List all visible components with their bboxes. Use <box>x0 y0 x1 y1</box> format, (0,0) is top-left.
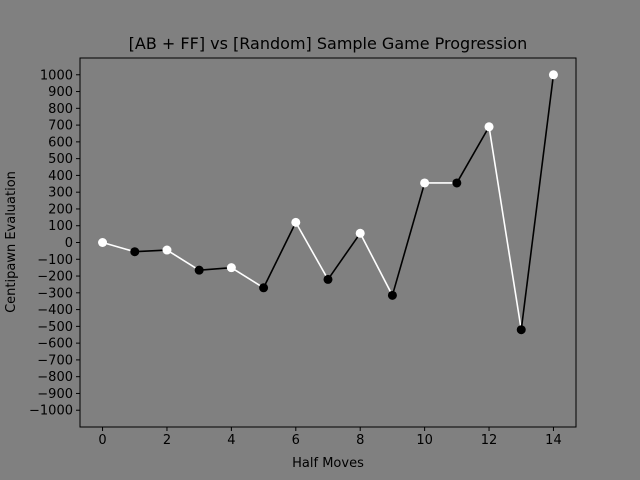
data-point <box>548 70 558 80</box>
y-tick-label: 800 <box>48 102 73 117</box>
y-tick-label: −200 <box>37 270 73 285</box>
x-tick-label: 0 <box>98 433 106 448</box>
data-point <box>130 247 140 257</box>
y-axis-label: Centipawn Evaluation <box>4 171 19 313</box>
series-segment <box>327 232 361 280</box>
y-tick-label: 300 <box>48 186 73 201</box>
series-segment <box>456 126 490 184</box>
series-segment <box>199 266 232 271</box>
series-segment <box>230 266 265 289</box>
data-point <box>420 178 430 188</box>
data-point <box>162 245 172 255</box>
data-point <box>484 122 494 132</box>
series-segment <box>295 221 329 280</box>
y-tick-label: 0 <box>65 236 73 251</box>
series-segment <box>359 232 394 296</box>
data-point <box>323 274 333 284</box>
y-tick-label: 700 <box>48 119 73 134</box>
y-tick-label: −400 <box>37 303 73 318</box>
data-point <box>291 217 301 227</box>
data-point <box>98 238 108 247</box>
y-tick-label: 100 <box>48 219 73 234</box>
y-tick-label: 500 <box>48 152 73 167</box>
series-segment <box>134 249 168 253</box>
y-tick-label: 900 <box>48 85 73 100</box>
series-segment <box>520 74 555 330</box>
data-point <box>387 290 397 300</box>
series-segment <box>488 126 523 330</box>
series-segment <box>166 249 200 271</box>
y-tick-label: 200 <box>48 202 73 217</box>
y-tick-label: 1000 <box>40 68 73 83</box>
y-tick-label: 600 <box>48 135 73 150</box>
data-point <box>452 178 462 188</box>
x-tick-label: 2 <box>163 433 171 448</box>
x-tick-label: 12 <box>481 433 498 448</box>
y-tick-label: −900 <box>37 387 73 402</box>
y-tick-label: −600 <box>37 337 73 352</box>
y-tick-label: −100 <box>37 253 73 268</box>
y-tick-label: −700 <box>37 353 73 368</box>
series-segment <box>262 222 297 289</box>
series-segment <box>391 182 426 296</box>
y-tick-label: −300 <box>37 286 73 301</box>
x-tick-label: 14 <box>545 433 562 448</box>
chart-title: [AB + FF] vs [Random] Sample Game Progre… <box>129 34 528 53</box>
data-point <box>259 283 269 293</box>
x-tick-label: 8 <box>356 433 364 448</box>
data-point <box>194 265 204 275</box>
x-tick-label: 6 <box>292 433 300 448</box>
y-tick-label: −1000 <box>29 404 73 419</box>
x-tick-label: 10 <box>416 433 433 448</box>
plot-area: 0 2 4 6 8 10 12 14−1000−900−800−700−600−500−400… <box>29 57 577 448</box>
x-tick-label: 4 <box>227 433 235 448</box>
series-segment <box>102 241 135 253</box>
data-point <box>355 228 365 238</box>
x-axis-label: Half Moves <box>292 456 364 471</box>
y-tick-label: 400 <box>48 169 73 184</box>
data-point <box>226 263 236 273</box>
data-point <box>516 325 526 335</box>
y-tick-label: −500 <box>37 320 73 335</box>
y-tick-label: −800 <box>37 370 73 385</box>
